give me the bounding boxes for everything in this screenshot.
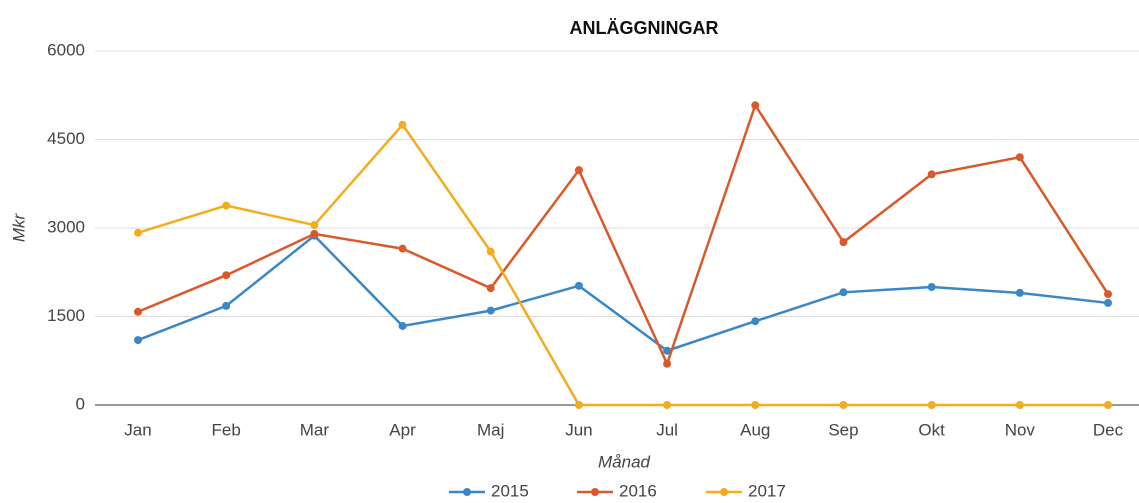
data-point: [751, 101, 760, 110]
data-point: [1015, 401, 1024, 409]
x-tick-label: Jan: [124, 420, 151, 439]
data-point: [310, 221, 319, 230]
y-tick-label: 4500: [47, 129, 85, 148]
x-tick-label: Dec: [1093, 420, 1124, 439]
data-point: [134, 228, 142, 237]
y-tick-label: 3000: [47, 217, 85, 236]
legend-label: 2015: [491, 481, 529, 500]
x-tick-label: Aug: [740, 420, 770, 439]
data-point: [398, 120, 407, 129]
x-tick-label: Feb: [212, 420, 241, 439]
legend-dot: [591, 488, 599, 496]
data-point: [839, 238, 848, 247]
x-tick-label: Nov: [1005, 420, 1036, 439]
data-point: [134, 307, 142, 316]
data-point: [927, 401, 936, 409]
data-point: [222, 301, 231, 310]
y-axis-label: Mkr: [9, 213, 28, 243]
data-point: [751, 317, 760, 326]
data-point: [398, 321, 407, 330]
chart-title: ANLÄGGNINGAR: [570, 18, 719, 38]
data-point: [751, 401, 760, 409]
x-axis-label: Månad: [598, 452, 651, 471]
data-point: [1015, 153, 1024, 162]
data-point: [1104, 298, 1112, 307]
series-line: [137, 102, 1110, 368]
legend-dot: [463, 488, 471, 496]
data-point: [839, 288, 848, 297]
data-point: [222, 201, 231, 210]
data-point: [574, 401, 583, 409]
data-point: [663, 359, 672, 368]
series-line: [137, 233, 1109, 353]
x-tick-label: Apr: [389, 420, 416, 439]
x-tick-label: Maj: [477, 420, 504, 439]
y-tick-label: 1500: [47, 306, 85, 325]
data-point: [486, 306, 495, 315]
data-point: [1104, 290, 1112, 299]
x-tick-label: Jun: [565, 420, 592, 439]
data-point: [663, 401, 672, 409]
data-point: [927, 283, 936, 291]
legend-label: 2017: [748, 481, 786, 500]
data-point: [1104, 401, 1112, 409]
x-tick-label: Sep: [828, 420, 858, 439]
legend-label: 2016: [619, 481, 657, 500]
data-point: [574, 281, 583, 290]
data-point: [839, 401, 848, 409]
data-point: [574, 166, 583, 175]
x-tick-label: Okt: [918, 420, 945, 439]
data-point: [927, 170, 936, 179]
data-point: [1015, 288, 1024, 297]
data-point: [486, 247, 495, 256]
data-point: [663, 346, 672, 355]
x-tick-label: Jul: [656, 420, 678, 439]
data-point: [310, 229, 319, 238]
legend-dot: [720, 488, 728, 496]
data-point: [486, 284, 495, 293]
series-line: [137, 122, 1108, 407]
y-tick-label: 0: [76, 394, 85, 413]
y-tick-label: 6000: [47, 40, 85, 59]
x-tick-label: Mar: [300, 420, 330, 439]
data-point: [398, 244, 407, 253]
data-point: [222, 271, 231, 280]
data-point: [134, 336, 142, 345]
